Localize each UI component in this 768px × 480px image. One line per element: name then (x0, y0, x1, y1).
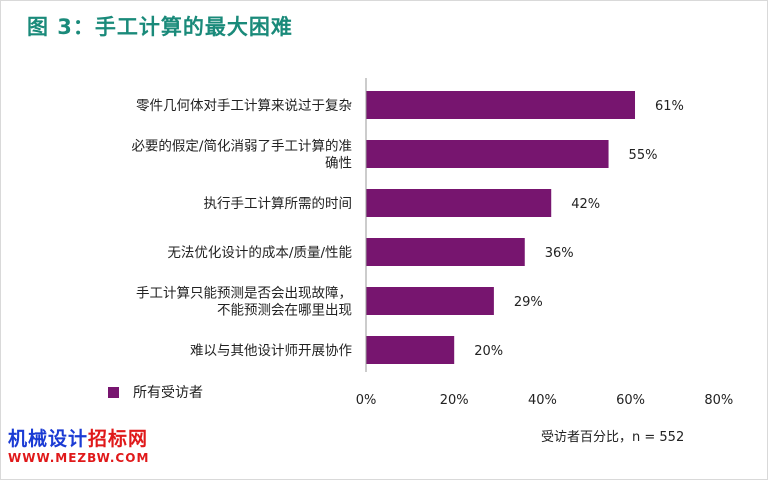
bar-4 (366, 238, 525, 266)
x-tick-label-1: 0% (356, 393, 377, 408)
chart-title: 图 3：手工计算的最大困难 (27, 15, 293, 39)
watermark-logo: 机械设计招标网 WWW.MEZBW.COM (8, 428, 150, 465)
watermark-title: 机械设计招标网 (8, 428, 149, 450)
bar-value-label-3: 42% (571, 197, 600, 212)
category-label-3: 执行手工计算所需的时间 (204, 196, 353, 212)
bar-3 (366, 189, 552, 217)
category-label-2-line-2: 确性 (325, 156, 352, 172)
bar-value-label-5: 29% (514, 295, 543, 310)
x-tick-label-5: 80% (704, 393, 733, 408)
category-label-6: 难以与其他设计师开展协作 (190, 343, 352, 359)
legend-swatch (108, 386, 119, 398)
legend-label: 所有受访者 (133, 385, 203, 401)
category-label-4: 无法优化设计的成本/质量/性能 (167, 245, 352, 261)
bar-value-label-4: 36% (545, 246, 574, 261)
bar-value-label-6: 20% (474, 344, 503, 359)
x-tick-label-4: 60% (616, 393, 645, 408)
bar-value-label-1: 61% (655, 99, 684, 114)
category-label-5-line-1: 手工计算只能预测是否会出现故障， (136, 286, 352, 302)
x-tick-label-2: 20% (440, 393, 469, 408)
bar-5 (366, 287, 494, 315)
bar-1 (366, 91, 636, 119)
legend: 所有受访者 (108, 382, 203, 402)
x-axis-label: 受访者百分比，n = 552 (541, 430, 685, 445)
category-label-1: 零件几何体对手工计算来说过于复杂 (136, 97, 352, 114)
category-label-5-line-2: 不能预测会在哪里出现 (217, 303, 352, 319)
x-tick-label-3: 40% (528, 393, 557, 408)
bar-2 (366, 140, 609, 168)
bar-value-label-2: 55% (629, 148, 658, 163)
category-label-2-line-1: 必要的假定/简化消弱了手工计算的准 (131, 138, 352, 155)
watermark-url: WWW.MEZBW.COM (8, 451, 150, 465)
bar-6 (366, 336, 455, 364)
